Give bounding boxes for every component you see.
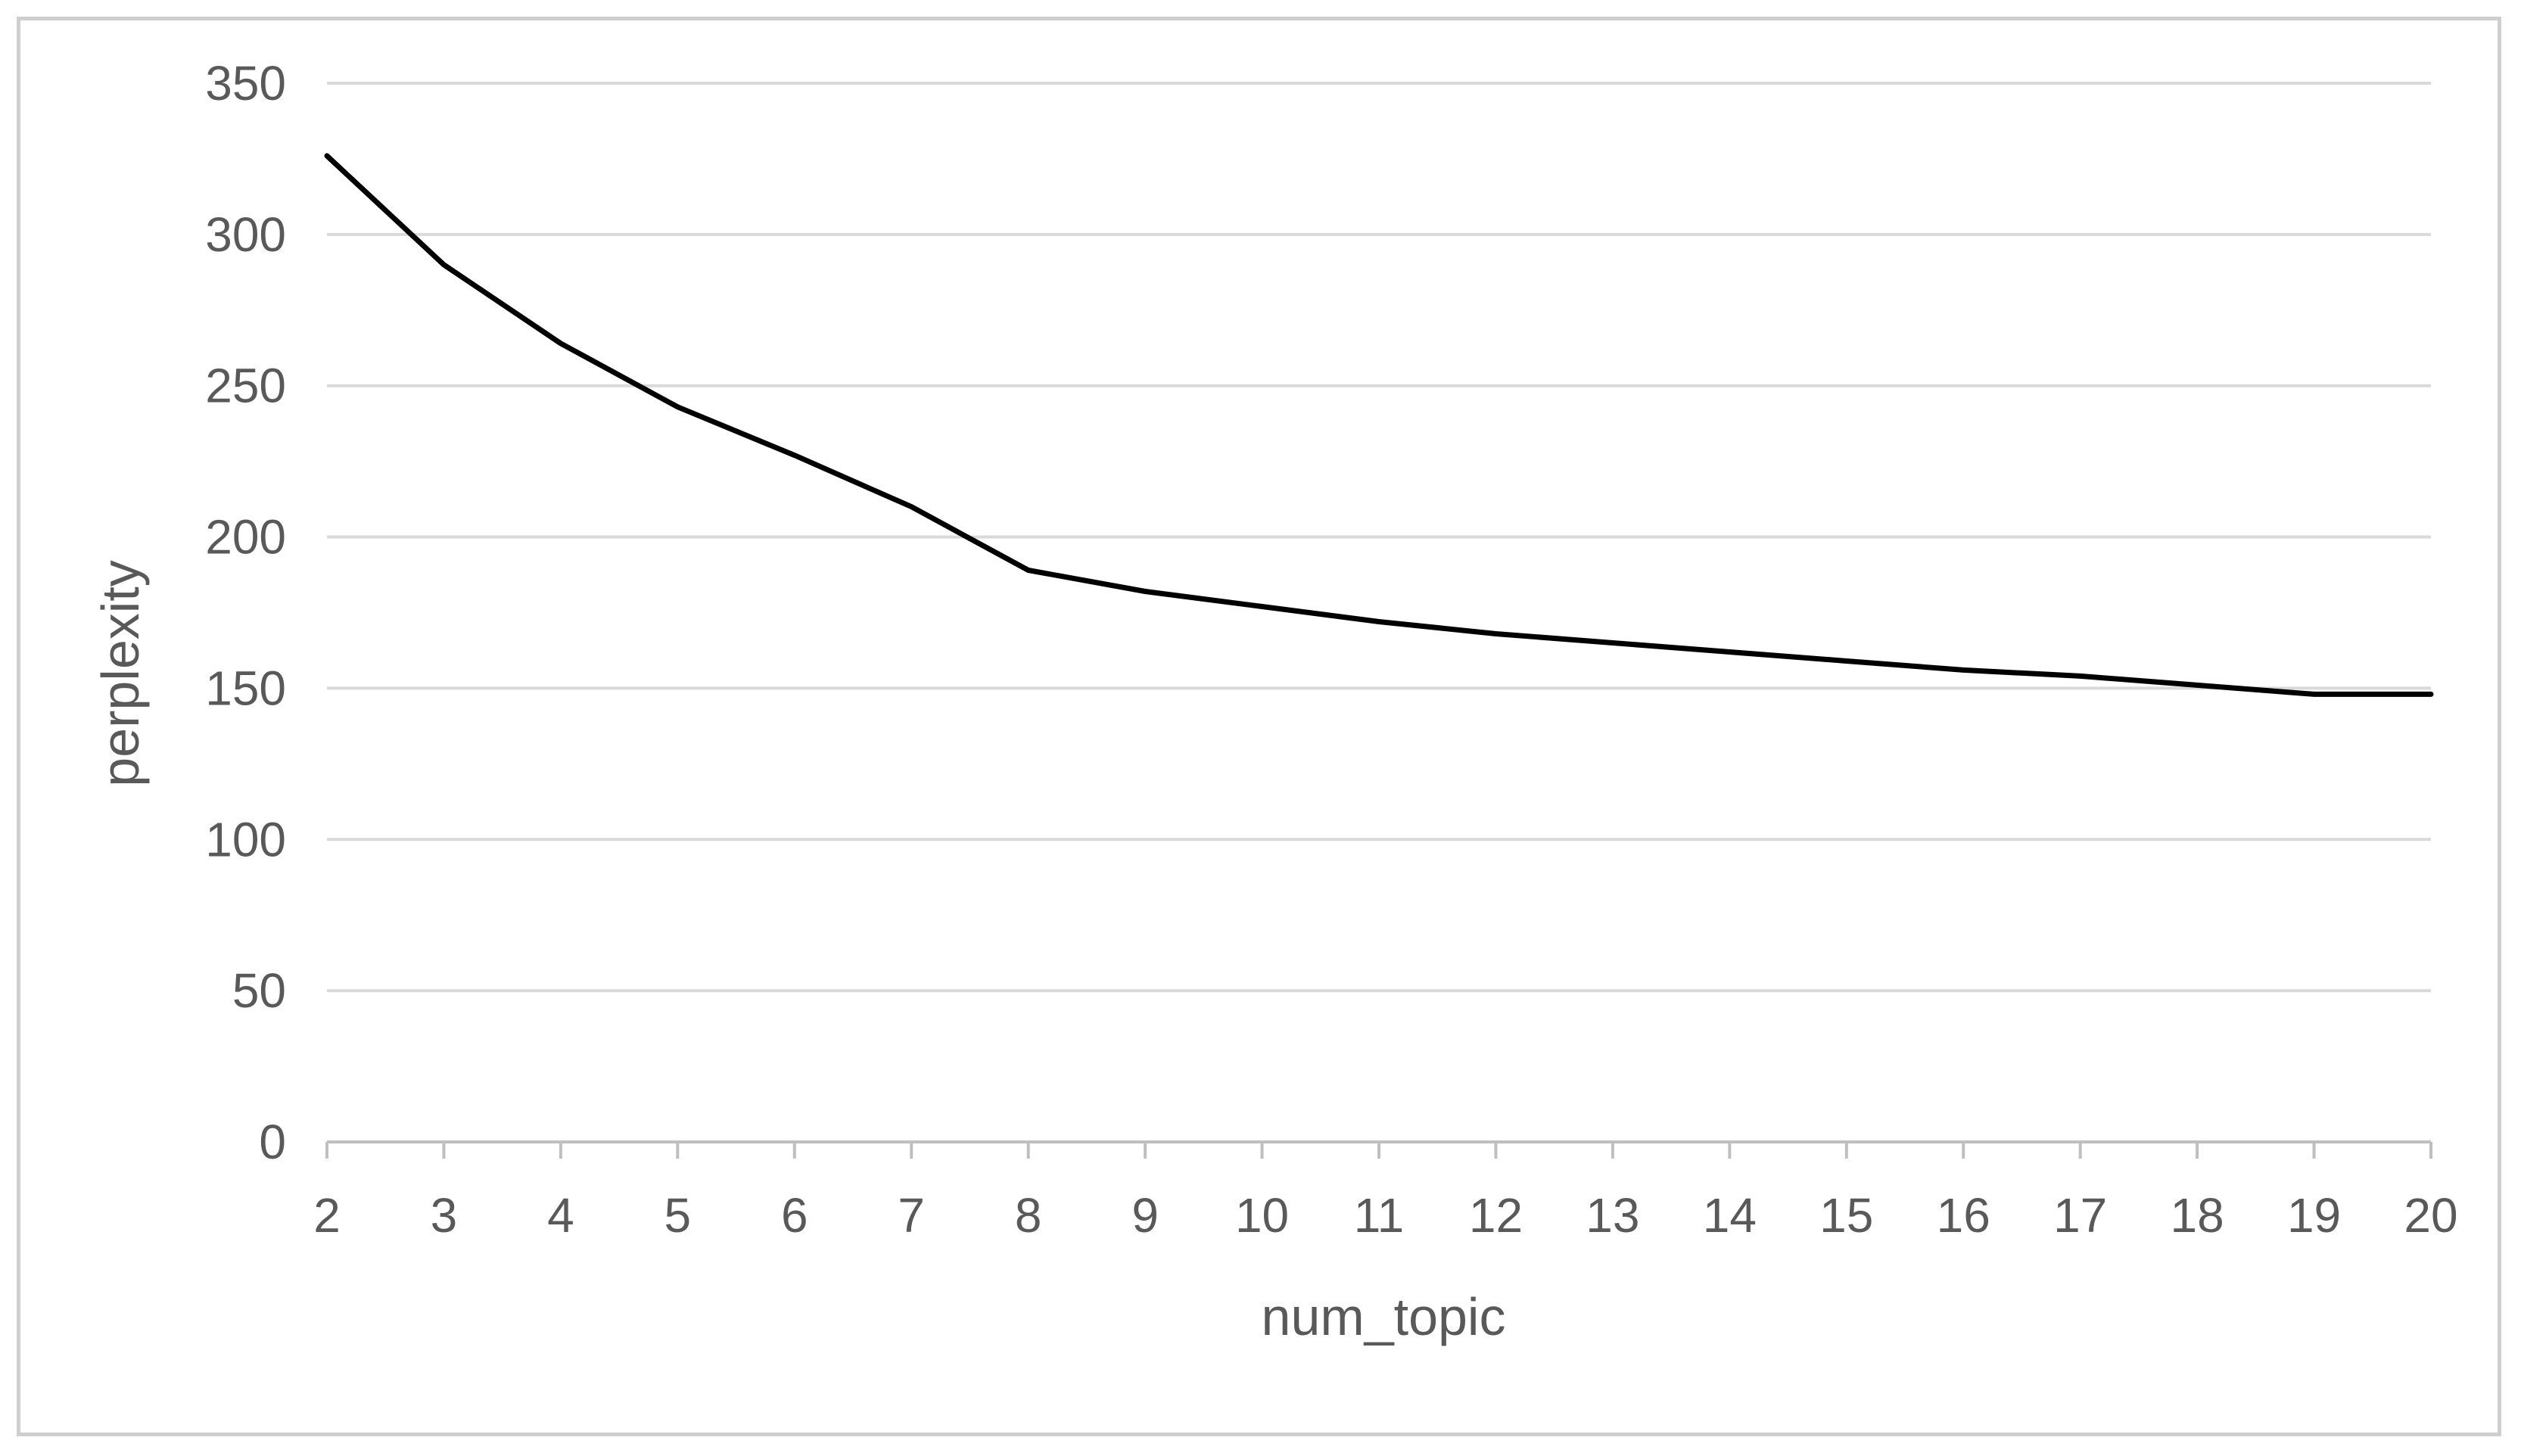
y-tick-label: 250: [205, 359, 286, 413]
x-tick-label: 17: [2053, 1188, 2107, 1243]
y-tick-label: 0: [259, 1115, 286, 1169]
x-tick-label: 4: [547, 1188, 574, 1243]
x-axis-ticks: 2 3 4 5 6 7 8 9 10 11 12 13 14 15 16 17 18 19 20: [313, 1142, 2458, 1243]
x-tick-label: 2: [313, 1188, 341, 1243]
y-tick-label: 200: [205, 510, 286, 565]
y-axis-ticks: 0 50 100 150 200 250 300 350: [205, 56, 286, 1169]
y-tick-label: 100: [205, 812, 286, 866]
y-tick-label: 150: [205, 661, 286, 715]
y-axis-title: perplexity: [91, 560, 150, 787]
x-tick-label: 12: [1469, 1188, 1523, 1243]
x-tick-label: 11: [1354, 1188, 1404, 1243]
x-tick-label: 6: [781, 1188, 808, 1243]
x-tick-label: 20: [2404, 1188, 2457, 1243]
gridlines: [327, 82, 2431, 993]
series-line: [324, 153, 2434, 697]
x-tick-label: 8: [1015, 1188, 1042, 1243]
x-tick-label: 3: [431, 1188, 458, 1243]
y-tick-label: 350: [205, 56, 286, 110]
y-tick-label: 50: [232, 963, 286, 1018]
x-tick-label: 5: [664, 1188, 692, 1243]
x-tick-label: 9: [1131, 1188, 1159, 1243]
x-tick-label: 10: [1235, 1188, 1289, 1243]
x-tick-label: 16: [1937, 1188, 1990, 1243]
x-tick-label: 15: [1819, 1188, 1873, 1243]
x-axis-title: num_topic: [1262, 1287, 1506, 1346]
x-tick-label: 18: [2171, 1188, 2224, 1243]
x-tick-label: 13: [1586, 1188, 1639, 1243]
series-layer: [324, 153, 2434, 697]
x-tick-label: 19: [2287, 1188, 2341, 1243]
x-tick-label: 7: [898, 1188, 925, 1243]
y-tick-label: 300: [205, 207, 286, 262]
x-tick-label: 14: [1703, 1188, 1757, 1243]
